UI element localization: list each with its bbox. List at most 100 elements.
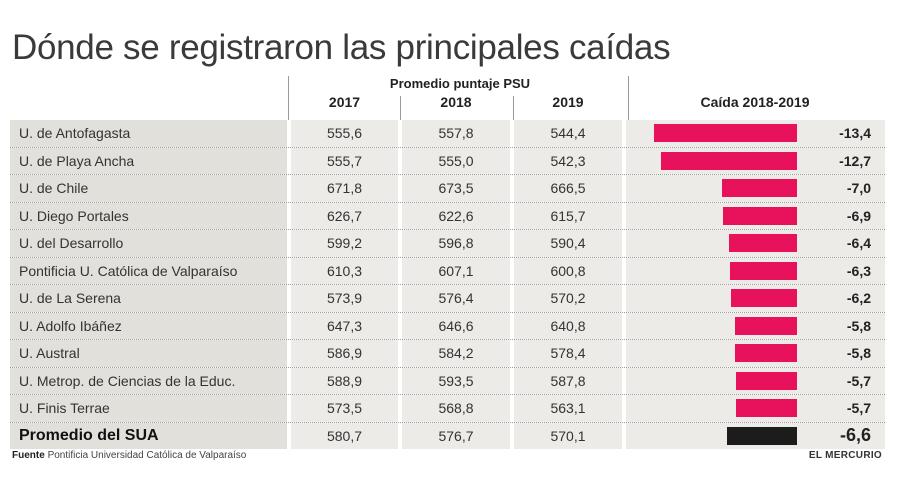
drop-cell: -7,0 (626, 175, 885, 202)
score-2018: 576,4 (402, 285, 510, 312)
table-row: U. Diego Portales 626,7 622,6 615,7 -6,9 (10, 202, 885, 230)
score-2019: 615,7 (514, 202, 622, 229)
table-row: U. de Antofagasta 555,6 557,8 544,4 -13,4 (10, 120, 885, 148)
divider (400, 96, 401, 120)
column-header-drop: Caída 2018-2019 (700, 94, 810, 110)
source-label: Fuente (12, 450, 45, 461)
score-2019: 544,4 (514, 120, 622, 147)
score-2019: 600,8 (514, 257, 622, 284)
drop-label: -13,4 (839, 125, 871, 142)
score-2017: 671,8 (291, 175, 398, 202)
score-2018: 673,5 (402, 175, 510, 202)
table-row: U. Adolfo Ibáñez 647,3 646,6 640,8 -5,8 (10, 312, 885, 340)
drop-cell: -6,3 (626, 257, 885, 284)
source-text: Pontificia Universidad Católica de Valpa… (47, 450, 247, 461)
column-header-2018: 2018 (440, 94, 472, 110)
university-name: U. de Chile (10, 175, 287, 202)
score-2017: 647,3 (291, 312, 398, 339)
drop-cell: -6,4 (626, 230, 885, 257)
table-row: U. Metrop. de Ciencias de la Educ. 588,9 5… (10, 367, 885, 395)
university-name: U. Austral (10, 340, 287, 367)
score-2019: 640,8 (514, 312, 622, 339)
table-row: U. Austral 586,9 584,2 578,4 -5,8 (10, 340, 885, 368)
drop-cell: -6,9 (626, 202, 885, 229)
score-2017: 555,7 (291, 147, 398, 174)
score-2018: 646,6 (402, 312, 510, 339)
score-2018: 584,2 (402, 340, 510, 367)
drop-label: -5,8 (846, 317, 871, 334)
score-2018: 607,1 (402, 257, 510, 284)
drop-label: -6,3 (846, 262, 871, 279)
divider (513, 96, 514, 120)
drop-bar (728, 234, 797, 252)
score-2017: 626,7 (291, 202, 398, 229)
column-header-2017: 2017 (328, 94, 361, 110)
score-2018: 555,0 (402, 147, 510, 174)
score-2018: 596,8 (402, 230, 510, 257)
drop-bar (661, 151, 797, 170)
table-row: U. de Chile 671,8 673,5 666,5 -7,0 (10, 175, 885, 203)
university-name: U. Metrop. de Ciencias de la Educ. (10, 367, 287, 394)
score-2019: 666,5 (514, 175, 622, 202)
university-name: U. de Antofagasta (10, 120, 287, 147)
score-2017: 580,7 (291, 422, 398, 449)
table-row: U. del Desarrollo 599,2 596,8 590,4 -6,4 (10, 230, 885, 258)
score-2018: 576,7 (402, 422, 510, 449)
drop-cell: -6,6 (626, 422, 885, 449)
drop-cell: -5,7 (626, 395, 885, 422)
drop-bar (735, 316, 797, 335)
drop-bar (722, 179, 797, 197)
score-2019: 590,4 (514, 230, 622, 257)
score-2017: 555,6 (291, 120, 398, 147)
drop-bar (736, 371, 797, 390)
drop-bar (729, 261, 797, 280)
score-2019: 563,1 (514, 395, 622, 422)
drop-label: -6,6 (839, 425, 871, 446)
drop-bar (736, 399, 797, 417)
drop-bar (726, 426, 797, 445)
table-row: U. de La Serena 573,9 576,4 570,2 -6,2 (10, 285, 885, 313)
score-2017: 588,9 (291, 367, 398, 394)
source-note: Fuente Pontificia Universidad Católica d… (12, 450, 246, 461)
drop-cell: -12,7 (626, 147, 885, 174)
score-2017: 610,3 (291, 257, 398, 284)
drop-bar (735, 344, 797, 362)
university-name: U. de La Serena (10, 285, 287, 312)
score-2019: 570,2 (514, 285, 622, 312)
drop-label: -5,8 (846, 345, 871, 362)
score-2019: 587,8 (514, 367, 622, 394)
score-2019: 542,3 (514, 147, 622, 174)
table-row: Pontificia U. Católica de Valparaíso 610,… (10, 257, 885, 285)
university-name: Promedio del SUA (10, 422, 287, 449)
score-2019: 570,1 (514, 422, 622, 449)
drop-cell: -5,7 (626, 367, 885, 394)
column-header-2019: 2019 (552, 94, 584, 110)
drop-cell: -13,4 (626, 120, 885, 147)
chart-title: Dónde se registraron las principales caí… (12, 28, 671, 67)
score-2018: 568,8 (402, 395, 510, 422)
drop-label: -6,4 (846, 235, 871, 252)
score-2017: 573,9 (291, 285, 398, 312)
drop-label: -7,0 (846, 180, 871, 197)
score-2017: 573,5 (291, 395, 398, 422)
drop-bar (654, 124, 797, 142)
university-name: Pontificia U. Católica de Valparaíso (10, 257, 287, 284)
drop-label: -6,2 (846, 290, 871, 307)
drop-label: -5,7 (846, 400, 871, 417)
drop-label: -5,7 (846, 372, 871, 389)
drop-label: -6,9 (846, 207, 871, 224)
drop-cell: -6,2 (626, 285, 885, 312)
score-2019: 578,4 (514, 340, 622, 367)
drop-cell: -5,8 (626, 340, 885, 367)
table-row: U. de Playa Ancha 555,7 555,0 542,3 -12,7 (10, 147, 885, 175)
drop-cell: -5,8 (626, 312, 885, 339)
university-name: U. del Desarrollo (10, 230, 287, 257)
score-2018: 593,5 (402, 367, 510, 394)
divider (288, 76, 289, 120)
drop-label: -12,7 (839, 152, 871, 169)
score-2018: 557,8 (402, 120, 510, 147)
score-2018: 622,6 (402, 202, 510, 229)
score-2017: 599,2 (291, 230, 398, 257)
university-name: U. de Playa Ancha (10, 147, 287, 174)
brand-logo: EL MERCURIO (808, 450, 882, 461)
